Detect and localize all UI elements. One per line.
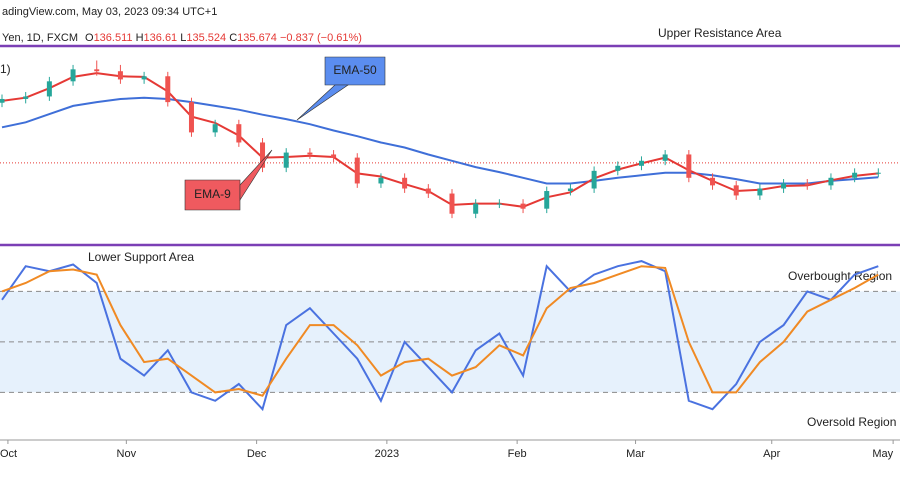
- symbol: Yen, 1D, FXCM: [2, 32, 78, 44]
- candle-body: [733, 185, 739, 196]
- candle-body: [283, 152, 289, 168]
- candle-body: [686, 154, 692, 178]
- candle-body: [473, 203, 479, 214]
- x-tick-label: Oct: [0, 448, 17, 460]
- candle-body: [520, 203, 526, 209]
- callout: [184, 179, 241, 211]
- x-tick-label: Feb: [508, 448, 527, 460]
- candle-body: [70, 69, 76, 82]
- ohlc-label: C: [229, 32, 237, 44]
- candle-body: [212, 124, 218, 133]
- candle-body: [710, 177, 716, 186]
- candle-body: [402, 177, 408, 189]
- annotation: 1): [0, 62, 11, 76]
- annotation: Overbought Region: [788, 269, 892, 283]
- candle-body: [496, 203, 502, 205]
- x-tick-label: May: [872, 448, 893, 460]
- x-tick-label: Dec: [247, 448, 267, 460]
- ohlc-part: 135.674: [237, 32, 277, 44]
- series-line: [1, 265, 879, 397]
- candle-body: [638, 160, 644, 166]
- ohlc-header: O136.511 H136.61 L135.524 C135.674 −0.83…: [85, 32, 362, 44]
- candle-body: [307, 152, 313, 155]
- callout-label: EMA-50: [333, 63, 377, 77]
- series-line: [1, 96, 879, 185]
- ohlc-part: 136.61: [144, 32, 178, 44]
- ohlc-part: −0.837: [280, 32, 314, 44]
- ohlc-label: H: [136, 32, 144, 44]
- candle-body: [117, 71, 123, 80]
- candle-body: [544, 191, 550, 209]
- candle-body: [260, 142, 266, 168]
- callout-label: EMA-9: [194, 187, 231, 201]
- candle-body: [615, 165, 621, 171]
- x-tick-label: Mar: [626, 448, 645, 460]
- ohlc-part: (−0.61%): [317, 32, 362, 44]
- candle-body: [46, 81, 52, 97]
- candle-body: [188, 102, 194, 133]
- ohlc-part: 136.511: [94, 32, 133, 44]
- candle-body: [378, 177, 384, 184]
- ohlc-label: O: [85, 32, 94, 44]
- ohlc-part: 135.524: [186, 32, 226, 44]
- candle-body: [236, 124, 242, 143]
- candle-body: [425, 188, 431, 194]
- candle-body: [757, 188, 763, 196]
- ohlc-label: L: [180, 32, 186, 44]
- chart-title: adingView.com, May 03, 2023 09:34 UTC+1: [2, 6, 217, 18]
- annotation: Upper Resistance Area: [658, 26, 782, 40]
- candle-body: [141, 76, 147, 80]
- callout-pointer: [239, 149, 273, 202]
- candle-body: [828, 177, 834, 186]
- candle-body: [662, 154, 668, 161]
- candle-body: [331, 154, 337, 158]
- series-line: [1, 260, 879, 412]
- ohlc-values: O136.511 H136.61 L135.524 C135.674 −0.83…: [85, 32, 362, 44]
- candle-body: [449, 193, 455, 214]
- annotation: Oversold Region: [807, 415, 896, 429]
- candle-body: [567, 188, 573, 192]
- candle-body: [591, 170, 597, 189]
- x-tick-label: Apr: [763, 448, 780, 460]
- x-tick-label: Nov: [117, 448, 137, 460]
- candle-body: [852, 172, 858, 178]
- candle-body: [23, 96, 29, 99]
- callout: [324, 56, 386, 86]
- candle-body: [804, 183, 810, 186]
- candle-body: [781, 183, 787, 189]
- candle-body: [354, 157, 360, 184]
- x-tick-label: 2023: [375, 448, 399, 460]
- candle-body: [875, 172, 881, 174]
- candle-body: [165, 76, 171, 103]
- callout-pointer: [296, 84, 349, 121]
- series-line: [1, 72, 879, 208]
- candle-body: [0, 98, 5, 103]
- candle-body: [94, 69, 100, 72]
- annotation: Lower Support Area: [88, 250, 194, 264]
